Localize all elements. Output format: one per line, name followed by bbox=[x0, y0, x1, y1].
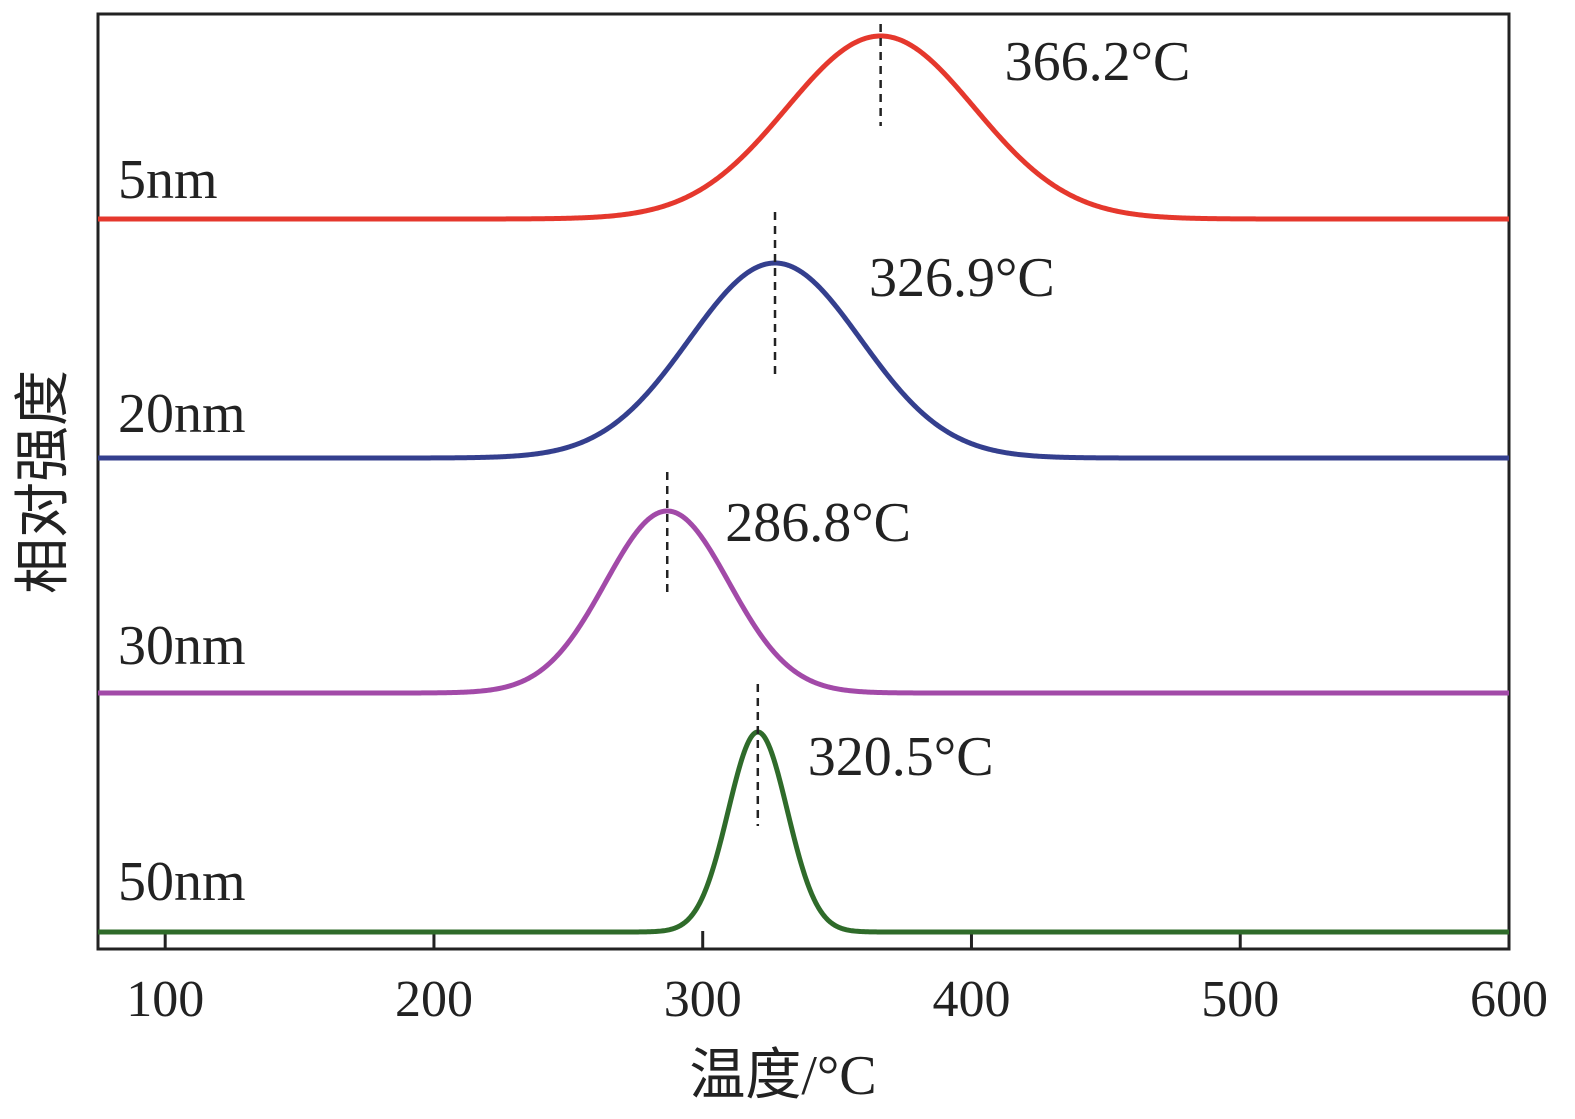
x-tick-label-300: 300 bbox=[664, 971, 742, 1028]
x-tick-label-600: 600 bbox=[1470, 971, 1548, 1028]
series-curve-50nm bbox=[96, 729, 1511, 935]
peak-label-30nm: 286.8°C bbox=[725, 492, 911, 554]
x-tick-label-200: 200 bbox=[395, 971, 473, 1028]
series-label-5nm: 5nm bbox=[118, 149, 218, 211]
x-tick-label-400: 400 bbox=[932, 971, 1010, 1028]
peak-label-20nm: 326.9°C bbox=[869, 247, 1055, 309]
series-label-20nm: 20nm bbox=[118, 383, 246, 445]
peak-label-5nm: 366.2°C bbox=[1005, 31, 1191, 93]
x-tick-label-500: 500 bbox=[1201, 971, 1279, 1028]
x-ticks: 100 200 300 400 500 600 bbox=[126, 931, 1548, 1028]
series-label-50nm: 50nm bbox=[118, 851, 246, 913]
series-label-30nm: 30nm bbox=[118, 615, 246, 677]
x-tick-label-100: 100 bbox=[126, 971, 204, 1028]
series-curve-30nm bbox=[96, 508, 1511, 696]
series-curve-20nm bbox=[96, 260, 1511, 461]
series-group: 366.2°C 5nm 326.9°C 20nm 286.8°C 30nm 320.5°C 5… bbox=[96, 24, 1511, 935]
series-curve-5nm bbox=[96, 33, 1511, 222]
x-axis-title: 温度/°C bbox=[689, 1045, 876, 1107]
plot-frame bbox=[96, 12, 1511, 951]
y-axis-title: 相对强度 bbox=[13, 370, 75, 594]
peak-label-50nm: 320.5°C bbox=[808, 726, 994, 788]
